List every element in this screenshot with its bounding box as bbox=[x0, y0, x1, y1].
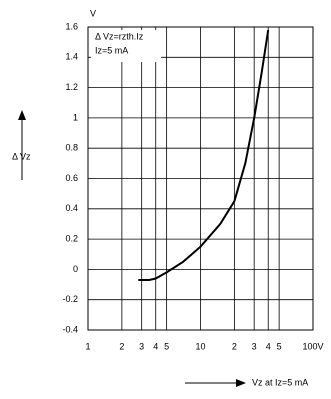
x-tick-label: 1 bbox=[85, 341, 90, 351]
y-tick-label: -0.4 bbox=[62, 324, 78, 334]
x-tick-label: 4 bbox=[153, 341, 158, 351]
y-tick-label: 0.2 bbox=[65, 233, 78, 243]
annotation: Δ Vz=rzth.Iz bbox=[95, 31, 144, 41]
x-tick-label: 4 bbox=[266, 341, 271, 351]
y-tick-label: 1.2 bbox=[65, 82, 78, 92]
y-tick-label: 0.4 bbox=[65, 203, 78, 213]
y-tick-label: 0.6 bbox=[65, 173, 78, 183]
x-tick-label: 100V bbox=[302, 341, 323, 351]
y-tick-label: -0.2 bbox=[62, 294, 78, 304]
x-arrow-head bbox=[236, 379, 246, 387]
annotation-box bbox=[91, 30, 161, 62]
x-tick-label: 3 bbox=[139, 341, 144, 351]
x-tick-label: 2 bbox=[232, 341, 237, 351]
x-tick-label: 10 bbox=[195, 341, 205, 351]
y-unit: V bbox=[90, 8, 96, 18]
y-tick-label: 1.4 bbox=[65, 52, 78, 62]
x-label: Vz at Iz=5 mA bbox=[252, 377, 308, 387]
annotation: Iz=5 mA bbox=[95, 45, 128, 55]
x-tick-label: 5 bbox=[164, 341, 169, 351]
y-tick-label: 1.6 bbox=[65, 21, 78, 31]
x-tick-label: 2 bbox=[119, 341, 124, 351]
line bbox=[138, 29, 270, 281]
x-tick-label: 5 bbox=[277, 341, 282, 351]
y-tick-label: 1 bbox=[73, 112, 78, 122]
y-tick-label: 0.8 bbox=[65, 143, 78, 153]
x-tick-label: 3 bbox=[252, 341, 257, 351]
y-tick-label: 0 bbox=[73, 264, 78, 274]
y-arrow-head bbox=[18, 110, 26, 120]
